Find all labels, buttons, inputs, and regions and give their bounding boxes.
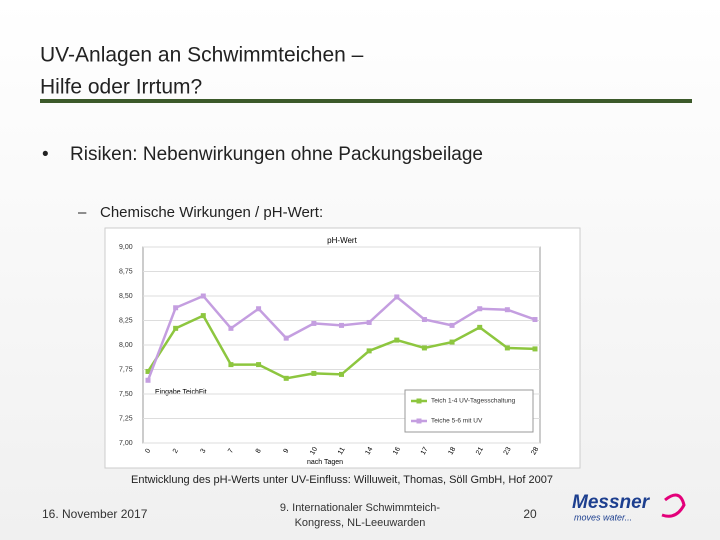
slide-title: UV-Anlagen an Schwimmteichen – xyxy=(40,44,364,67)
point xyxy=(394,294,400,300)
x-tick-label: 17 xyxy=(420,446,430,456)
point xyxy=(228,362,234,368)
legend-box xyxy=(404,389,534,433)
x-tick-label: 8 xyxy=(255,448,263,455)
slide-title: Hilfe oder Irrtum? xyxy=(40,76,202,99)
x-tick-label: 14 xyxy=(364,446,374,456)
x-tick-label: 11 xyxy=(337,446,347,456)
y-tick-label: 7,25 xyxy=(119,415,133,422)
point xyxy=(145,368,151,374)
point xyxy=(532,317,538,323)
x-tick-label: 21 xyxy=(475,446,485,456)
point xyxy=(283,335,289,341)
point xyxy=(145,377,151,383)
point xyxy=(477,306,483,312)
legend-marker xyxy=(416,398,422,404)
point xyxy=(504,345,510,351)
point xyxy=(339,371,344,377)
point xyxy=(283,375,289,381)
page-number: 20 xyxy=(523,507,537,521)
x-tick-label: 7 xyxy=(227,448,235,455)
point xyxy=(200,313,206,319)
point xyxy=(228,325,234,331)
x-tick-label: 23 xyxy=(503,446,513,456)
annotation: Eingabe TeichFit xyxy=(155,389,207,396)
point xyxy=(256,362,262,368)
point xyxy=(394,337,400,343)
point xyxy=(366,319,372,325)
point xyxy=(173,305,179,311)
x-tick-label: 9 xyxy=(283,448,291,455)
footer-event: 9. Internationaler Schwimmteich- xyxy=(280,502,441,514)
logo-swirl xyxy=(661,493,686,518)
logo-tagline: moves water... xyxy=(574,512,632,522)
legend-label: Teiche 5-6 mit UV xyxy=(431,418,483,425)
point xyxy=(504,307,510,313)
caption: Entwicklung des pH-Werts unter UV-Einflu… xyxy=(131,474,553,486)
point xyxy=(339,322,344,328)
x-tick-label: 2 xyxy=(172,448,180,455)
x-tick-label: 10 xyxy=(309,446,319,456)
y-tick-label: 8,75 xyxy=(119,268,133,275)
y-tick-label: 7,50 xyxy=(119,391,133,398)
point xyxy=(200,293,206,299)
sub-bullet: Chemische Wirkungen / pH-Wert: xyxy=(100,204,323,221)
y-tick-label: 8,00 xyxy=(119,342,133,349)
legend-label: Teich 1-4 UV-Tagesschaltung xyxy=(431,398,516,405)
x-axis-label: nach Tagen xyxy=(307,459,343,466)
point xyxy=(421,345,427,351)
legend-marker xyxy=(416,418,422,424)
point xyxy=(256,306,262,312)
chart-title: pH-Wert xyxy=(327,236,357,245)
y-tick-label: 7,75 xyxy=(119,366,133,373)
x-tick-label: 28 xyxy=(530,446,540,456)
point xyxy=(366,348,372,354)
logo-name: Messner xyxy=(572,492,651,513)
y-tick-label: 7,00 xyxy=(119,440,133,447)
dash: – xyxy=(78,204,87,221)
x-tick-label: 3 xyxy=(200,448,208,455)
x-tick-label: 0 xyxy=(144,448,152,455)
y-tick-label: 9,00 xyxy=(119,244,133,251)
y-tick-label: 8,50 xyxy=(119,293,133,300)
bullet: Risiken: Nebenwirkungen ohne Packungsbei… xyxy=(70,144,483,165)
point xyxy=(449,339,455,345)
point xyxy=(311,320,317,326)
footer-date: 16. November 2017 xyxy=(42,507,148,521)
x-tick-label: 18 xyxy=(447,446,457,456)
bullet-dot: • xyxy=(42,144,49,165)
point xyxy=(532,346,538,352)
x-tick-label: 16 xyxy=(392,446,402,456)
point xyxy=(477,324,483,330)
point xyxy=(311,370,317,376)
point xyxy=(449,322,455,328)
point xyxy=(421,317,427,323)
footer-event: Kongress, NL-Leeuwarden xyxy=(295,517,426,529)
point xyxy=(173,325,179,331)
y-tick-label: 8,25 xyxy=(119,317,133,324)
